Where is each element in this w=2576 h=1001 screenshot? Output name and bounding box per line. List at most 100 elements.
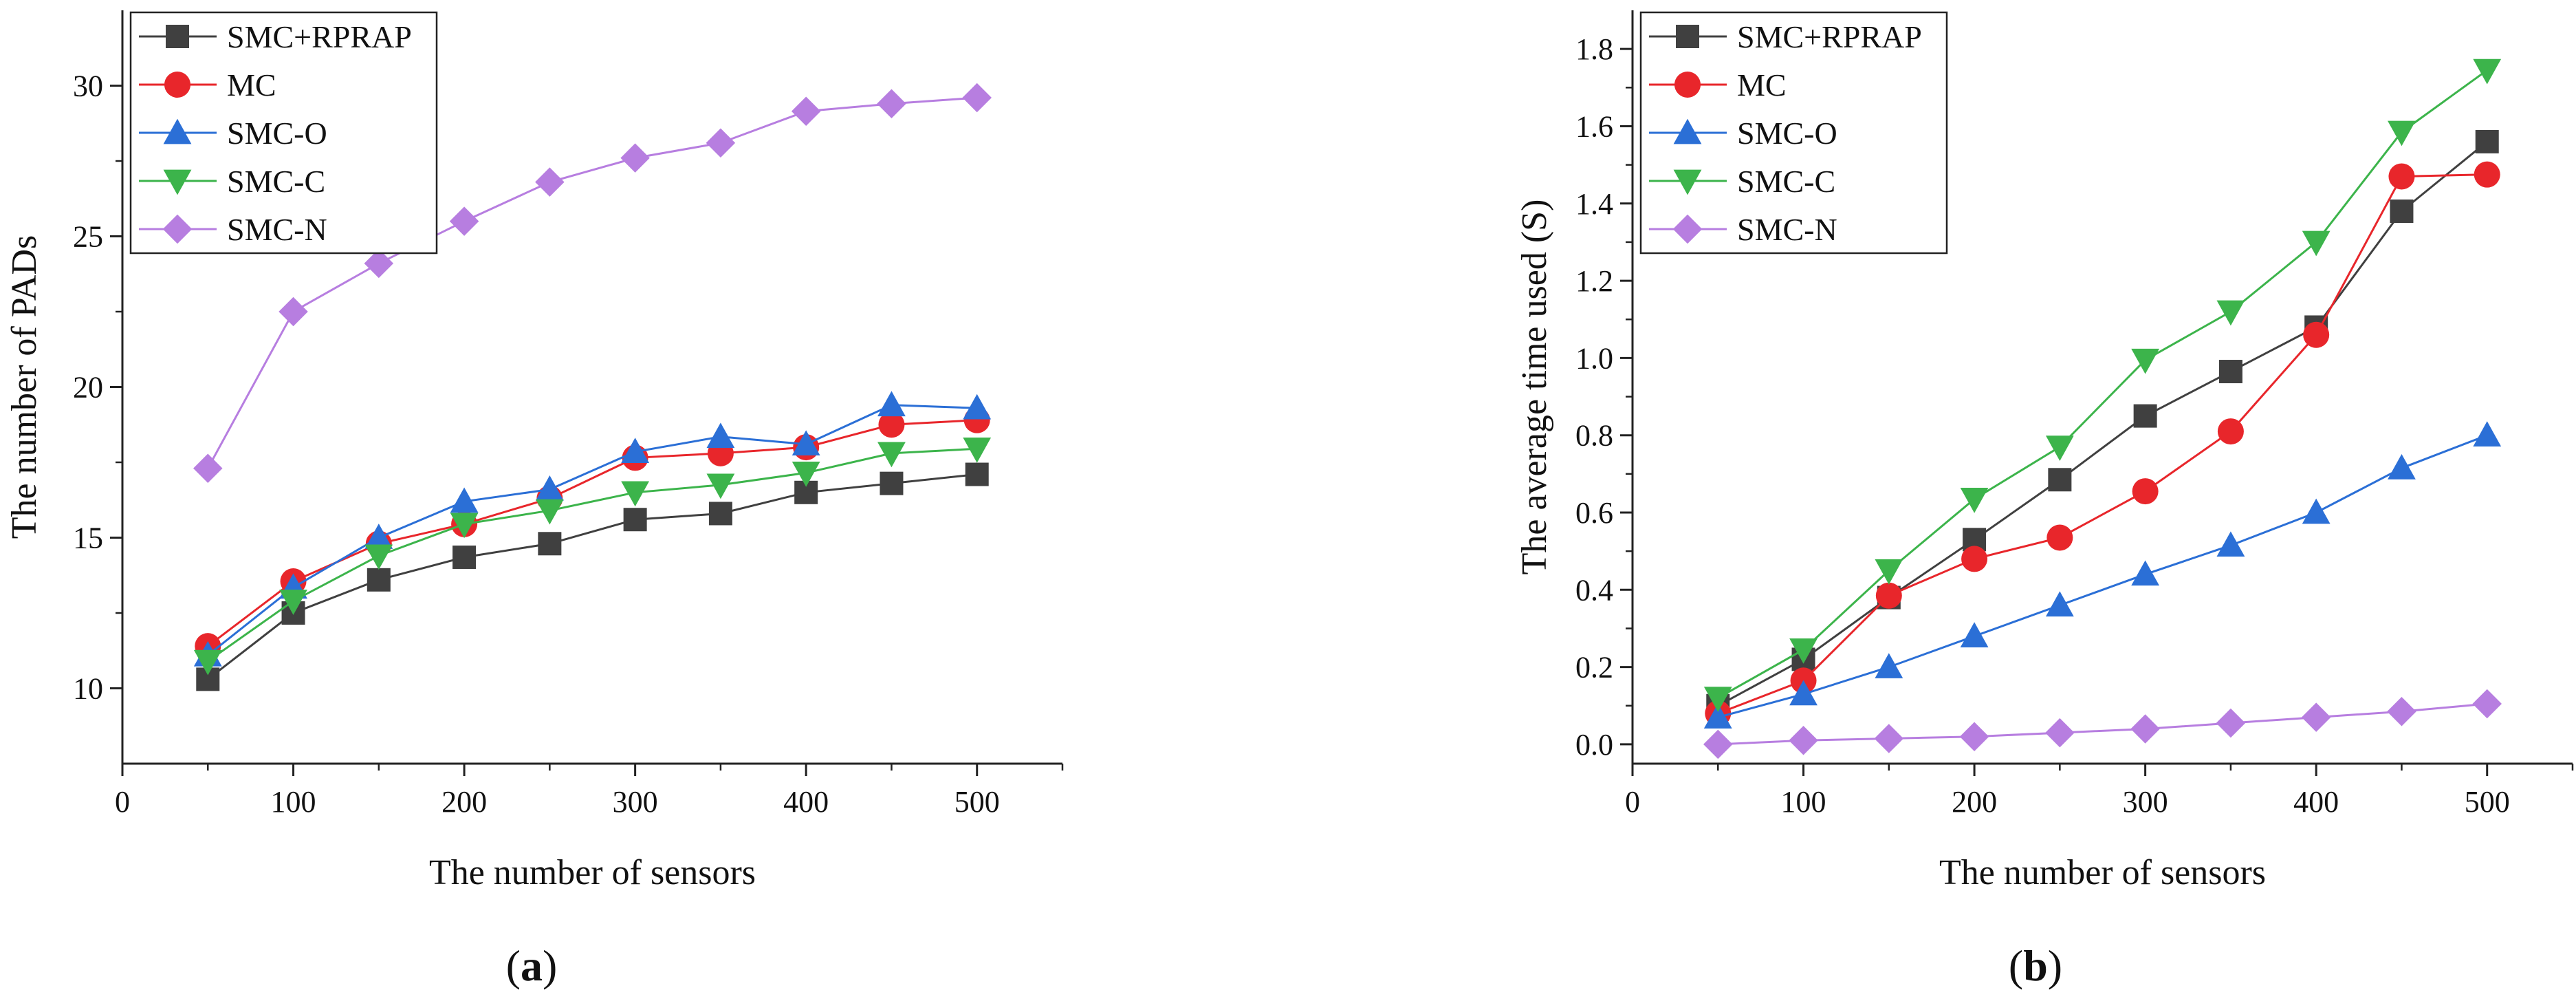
series-mc: [1705, 161, 2500, 726]
x-tick-label: 0: [1625, 785, 1640, 819]
legend-label: SMC-N: [1737, 212, 1837, 247]
series-line: [207, 419, 977, 647]
data-point: [620, 143, 650, 173]
data-point: [1703, 687, 1732, 712]
data-point: [2474, 161, 2500, 188]
data-point: [1959, 722, 1989, 751]
data-point: [2387, 696, 2416, 726]
data-point: [1960, 622, 1989, 648]
x-tick-label: 200: [1952, 785, 1997, 819]
legend-item: MC: [139, 67, 276, 103]
data-point: [2218, 360, 2242, 384]
y-tick-label: 25: [73, 220, 103, 254]
legend-marker: [164, 72, 190, 98]
data-point: [877, 442, 906, 468]
y-tick-label: 0.4: [1575, 573, 1613, 607]
y-tick-label: 10: [73, 672, 103, 706]
data-point: [2473, 58, 2502, 85]
data-point: [965, 462, 989, 486]
data-point: [535, 167, 565, 197]
legend-label: MC: [227, 67, 276, 103]
data-point: [450, 487, 479, 513]
data-point: [1875, 653, 1903, 678]
data-point: [2388, 120, 2416, 147]
caption-close-paren: ): [543, 941, 557, 990]
data-point: [367, 568, 391, 592]
data-point: [2131, 348, 2160, 374]
y-tick-label: 0.6: [1575, 496, 1613, 530]
y-tick-label: 20: [73, 371, 103, 405]
legend-marker: [163, 118, 192, 144]
x-tick-label: 500: [2465, 785, 2510, 819]
series-line: [1718, 702, 2487, 746]
data-point: [877, 391, 906, 417]
y-tick-label: 0.0: [1575, 728, 1613, 762]
legend-item: SMC+RPRAP: [1649, 19, 1922, 54]
legend: SMC+RPRAP MC SMC-O SMC-C SMC-N: [129, 11, 438, 255]
series-smc-c: [1703, 58, 2502, 712]
data-point: [1960, 488, 1989, 513]
legend-label: SMC-O: [1737, 116, 1837, 151]
chart-panel-b: 0 100 200 300 400 500 0.0 0.2 0.4 0.6 0.8 1.0 1.2 1.4…: [1515, 10, 2574, 990]
data-point: [878, 411, 905, 438]
data-point: [880, 471, 904, 495]
x-tick-label: 400: [2293, 785, 2339, 819]
series-line: [1717, 69, 2488, 699]
x-axis-title: The number of sensors: [429, 853, 756, 892]
data-point: [2303, 321, 2330, 348]
caption-close-paren: ): [2048, 941, 2062, 990]
data-point: [2133, 404, 2157, 428]
x-axis-title: The number of sensors: [1939, 853, 2266, 892]
y-tick-label: 30: [73, 69, 103, 103]
x-tick-label: 100: [271, 785, 316, 819]
legend-label: SMC-N: [227, 212, 327, 247]
data-point: [877, 89, 906, 119]
panel-caption: (b): [2009, 941, 2062, 990]
legend-marker: [166, 25, 189, 48]
data-point: [2131, 560, 2160, 586]
y-axis-title: The number of PADs: [5, 235, 44, 539]
legend-marker: [1673, 169, 1702, 195]
data-point: [364, 248, 394, 279]
data-point: [2216, 708, 2246, 738]
legend-marker: [163, 169, 192, 195]
y-tick-label: 1.2: [1575, 264, 1613, 298]
data-point: [962, 83, 992, 113]
data-point: [2390, 200, 2414, 223]
x-tick-label: 300: [613, 785, 658, 819]
series-smc-o: [193, 391, 992, 667]
legend-item: SMC-N: [1649, 212, 1837, 247]
data-point: [2045, 718, 2075, 748]
legend-label: SMC-C: [227, 164, 325, 199]
x-tick-label: 200: [441, 785, 487, 819]
data-point: [2216, 300, 2245, 326]
legend-marker: [1676, 25, 1699, 48]
x-tick-label: 300: [2123, 785, 2168, 819]
series-smc-n: [193, 83, 992, 484]
panel-caption: (a): [506, 941, 558, 990]
x-tick-label: 0: [115, 785, 130, 819]
data-point: [791, 96, 821, 126]
y-axis-title: The average time used (S): [1515, 200, 1554, 575]
data-point: [450, 513, 479, 539]
caption-open-paren: (: [2009, 941, 2023, 990]
data-point: [621, 438, 650, 463]
y-tick-label: 0.2: [1575, 651, 1613, 685]
data-point: [1874, 724, 1904, 753]
data-point: [2302, 498, 2331, 524]
legend-item: SMC-O: [139, 116, 327, 151]
data-point: [535, 499, 564, 525]
data-point: [2475, 129, 2499, 153]
data-point: [623, 508, 647, 532]
legend: SMC+RPRAP MC SMC-O SMC-C SMC-N: [1639, 11, 1948, 255]
legend-label: SMC-C: [1737, 164, 1835, 199]
y-tick-label: 1.4: [1575, 187, 1613, 221]
data-point: [2046, 524, 2073, 551]
legend-item: SMC-N: [139, 212, 327, 247]
data-point: [1789, 726, 1818, 755]
series-smc-c: [193, 437, 992, 676]
data-point: [449, 206, 479, 236]
data-point: [538, 532, 562, 556]
data-point: [193, 649, 222, 676]
